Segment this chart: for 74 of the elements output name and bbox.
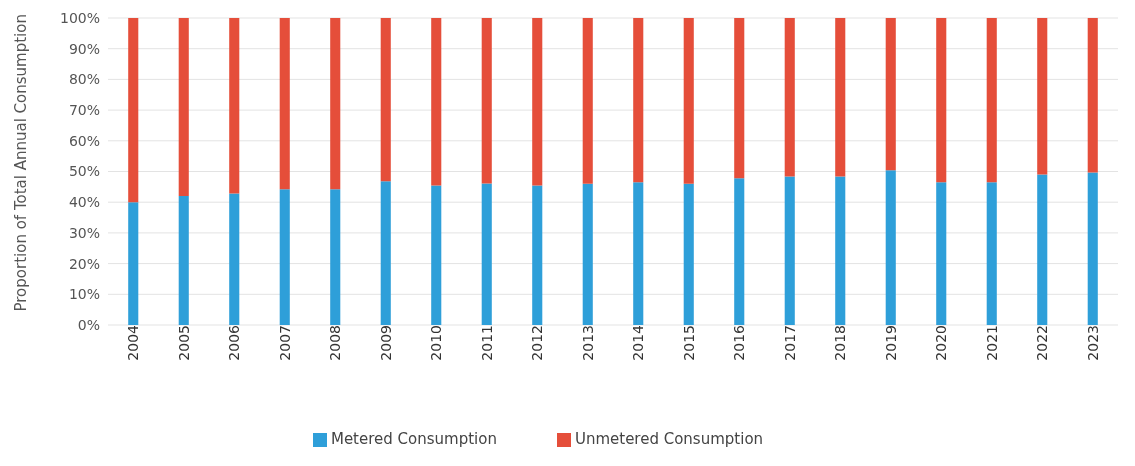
bar — [128, 18, 139, 203]
bar — [936, 182, 947, 325]
bar — [835, 176, 846, 325]
y-tick-label: 80% — [68, 71, 100, 88]
bar — [582, 183, 593, 325]
y-tick-label: 30% — [68, 224, 100, 241]
y-tick-label: 10% — [68, 286, 100, 303]
x-tick-label: 2020 — [933, 325, 950, 361]
bar — [330, 189, 341, 325]
y-tick-label: 50% — [68, 163, 100, 180]
bar — [986, 182, 997, 325]
x-tick-label: 2009 — [377, 325, 394, 361]
bar — [229, 18, 240, 194]
x-tick-label: 2008 — [327, 325, 344, 361]
bar — [178, 18, 189, 197]
x-tick-label: 2021 — [983, 325, 1000, 361]
x-tick-label: 2018 — [832, 325, 849, 361]
legend-label: Unmetered Consumption — [574, 430, 764, 448]
y-tick-label: 100% — [59, 9, 100, 26]
bar — [380, 18, 391, 182]
bar — [936, 18, 947, 183]
legend-label: Metered Consumption — [330, 430, 497, 448]
x-tick-label: 2017 — [781, 325, 798, 361]
bar — [380, 181, 391, 325]
x-tick-label: 2010 — [428, 325, 445, 361]
y-tick-label: 60% — [68, 132, 100, 149]
bar — [279, 18, 290, 190]
x-tick-label: 2013 — [579, 325, 596, 361]
bar — [1087, 172, 1098, 325]
bar — [885, 170, 896, 325]
bar — [734, 178, 745, 325]
x-tick-label: 2022 — [1034, 325, 1051, 361]
y-axis-title: Proportion of Total Annual Consumption — [12, 14, 31, 312]
x-tick-label: 2004 — [125, 324, 142, 361]
bar — [532, 185, 543, 325]
bar — [1037, 18, 1048, 175]
x-tick-label: 2019 — [882, 325, 899, 361]
bar — [532, 18, 543, 186]
y-tick-label: 0% — [77, 316, 100, 333]
bar — [784, 18, 795, 177]
y-tick-label: 70% — [68, 102, 100, 119]
x-tick-label: 2016 — [731, 324, 748, 361]
y-tick-label: 90% — [68, 40, 100, 57]
x-tick-label: 2012 — [529, 325, 546, 361]
bar — [885, 18, 896, 171]
bar — [279, 189, 290, 325]
bar — [1037, 174, 1048, 325]
bar — [784, 176, 795, 325]
x-tick-label: 2014 — [630, 324, 647, 361]
bar — [128, 202, 139, 325]
bar — [431, 185, 442, 325]
bar — [582, 18, 593, 184]
bar — [178, 196, 189, 325]
y-tick-label: 40% — [68, 194, 100, 211]
bar — [481, 18, 492, 184]
bar — [481, 183, 492, 325]
bar — [683, 18, 694, 184]
bar — [633, 18, 644, 183]
x-tick-label: 2006 — [226, 324, 243, 361]
bar — [431, 18, 442, 186]
bar — [330, 18, 341, 190]
x-tick-label: 2007 — [276, 325, 293, 361]
bar — [229, 193, 240, 325]
y-tick-label: 20% — [68, 255, 100, 272]
x-tick-label: 2015 — [680, 325, 697, 361]
x-tick-label: 2005 — [175, 325, 192, 361]
bar — [734, 18, 745, 179]
bar — [986, 18, 997, 183]
x-tick-label: 2011 — [478, 325, 495, 361]
bar — [633, 182, 644, 325]
x-tick-label: 2023 — [1084, 325, 1101, 361]
bar — [835, 18, 846, 177]
bar — [1087, 18, 1098, 173]
bar — [683, 183, 694, 325]
